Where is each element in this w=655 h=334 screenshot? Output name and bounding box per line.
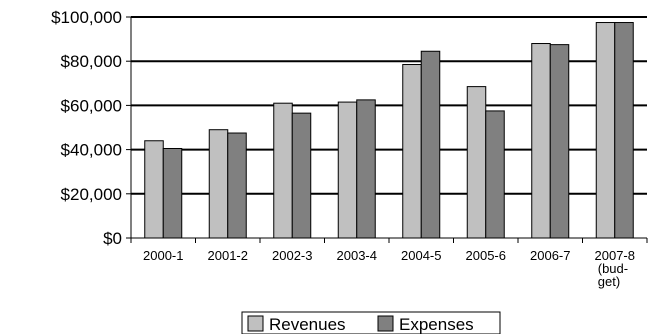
x-tick-label-3: 2003-4 bbox=[337, 248, 377, 263]
bars bbox=[144, 22, 634, 239]
x-tick-label-line: 2007-8 bbox=[595, 248, 635, 263]
x-tick-label-line: 2003-4 bbox=[337, 248, 377, 263]
bar-expenses-3 bbox=[356, 99, 376, 239]
x-tick-label-5: 2005-6 bbox=[466, 248, 506, 263]
bar-expenses-4 bbox=[420, 50, 441, 239]
bar-revenues-2 bbox=[273, 102, 293, 239]
y-tick-label-5: $100,000 bbox=[51, 8, 122, 27]
legend-swatch-revenues bbox=[247, 315, 264, 332]
y-tick-label-2: $40,000 bbox=[61, 141, 122, 160]
legend: Revenues Expenses bbox=[241, 311, 501, 334]
legend-label-revenues: Revenues bbox=[269, 315, 346, 334]
bar-expenses-0 bbox=[162, 147, 183, 239]
x-tick-label-line: 2002-3 bbox=[272, 248, 312, 263]
x-tick-label-1: 2001-2 bbox=[208, 248, 248, 263]
x-tick-label-2: 2002-3 bbox=[272, 248, 312, 263]
x-tick-label-line: get) bbox=[598, 274, 620, 289]
bar-expenses-6 bbox=[549, 44, 570, 239]
bar-expenses-1 bbox=[227, 132, 247, 239]
bar-revenues-5 bbox=[466, 86, 487, 239]
x-tick-label-6: 2006-7 bbox=[530, 248, 570, 263]
bar-expenses-5 bbox=[485, 110, 505, 239]
x-tick-labels: 2000-1 2001-2 2002-3 2003-4 2004-5 2005-6 2006… bbox=[143, 248, 635, 289]
bar-revenues-6 bbox=[531, 43, 551, 239]
bar-revenues-0 bbox=[144, 140, 164, 239]
x-tick-label-line: (bud- bbox=[598, 261, 628, 276]
x-tick-label-line: 2000-1 bbox=[143, 248, 183, 263]
legend-label-expenses: Expenses bbox=[399, 315, 474, 334]
y-tick-label-0: $0 bbox=[103, 229, 122, 248]
bar-revenues-4 bbox=[402, 64, 422, 239]
y-tick-label-3: $60,000 bbox=[61, 96, 122, 115]
x-tick-label-7: 2007-8 (bud-get) bbox=[595, 248, 635, 289]
bar-revenues-7 bbox=[595, 22, 616, 239]
x-tick-label-line: 2001-2 bbox=[208, 248, 248, 263]
bar-expenses-7 bbox=[614, 22, 634, 239]
bar-expenses-2 bbox=[291, 112, 312, 239]
x-tick-label-line: 2005-6 bbox=[466, 248, 506, 263]
axes bbox=[126, 16, 648, 243]
bar-revenues-1 bbox=[208, 129, 229, 239]
x-tick-label-line: 2006-7 bbox=[530, 248, 570, 263]
y-tick-labels: $0 $20,000 $40,000 $60,000 $80,000 $100,000 bbox=[51, 8, 122, 248]
y-tick-label-1: $20,000 bbox=[61, 185, 122, 204]
y-tick-label-4: $80,000 bbox=[61, 52, 122, 71]
bar-revenues-3 bbox=[337, 101, 358, 239]
x-tick-label-0: 2000-1 bbox=[143, 248, 183, 263]
legend-swatch-expenses bbox=[377, 315, 394, 332]
x-tick-label-4: 2004-5 bbox=[401, 248, 441, 263]
gridlines bbox=[131, 16, 647, 195]
x-tick-label-line: 2004-5 bbox=[401, 248, 441, 263]
legend-box bbox=[241, 311, 501, 334]
